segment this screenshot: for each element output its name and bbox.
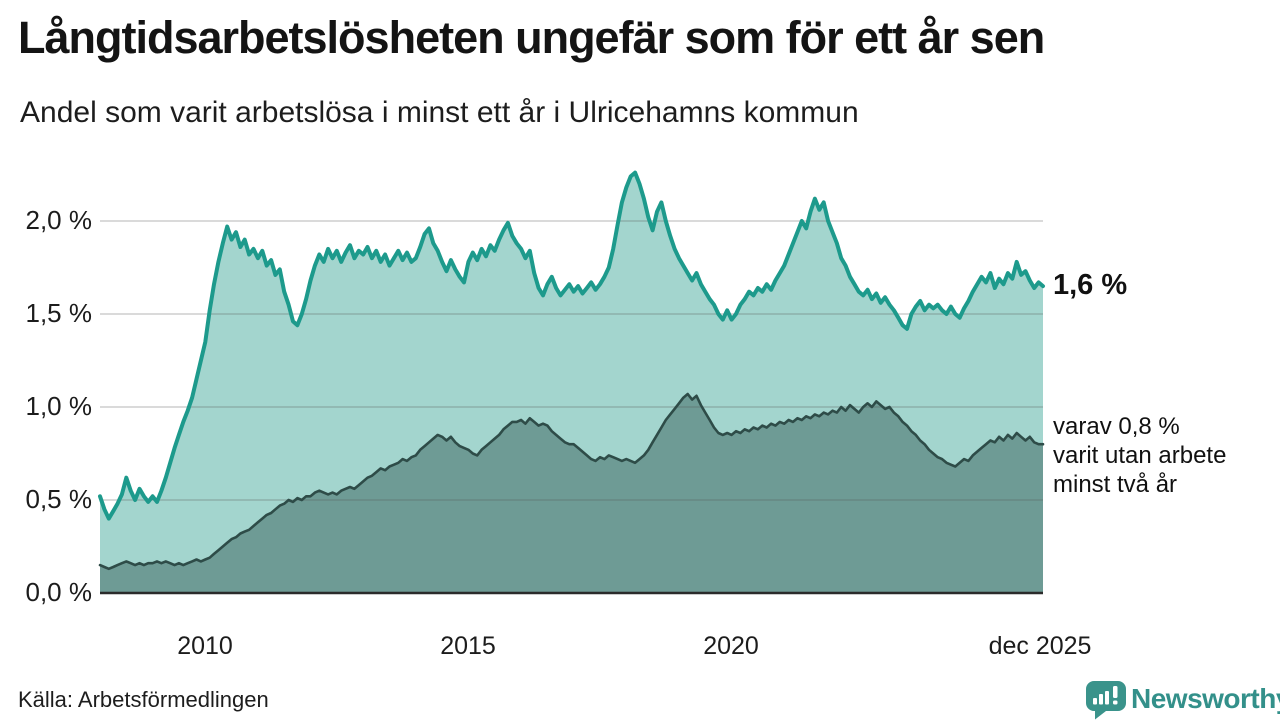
subseries-note-line-2: varit utan arbete bbox=[1053, 442, 1227, 469]
line-series-twoyears bbox=[98, 392, 1045, 571]
y-tick-label-2-0: 2,0 % bbox=[25, 205, 93, 235]
newsworthy-bubble-icon bbox=[1086, 681, 1126, 720]
latest-value-label: 1,6 % bbox=[1053, 269, 1128, 302]
y-tick-label-0-0: 0,0 % bbox=[25, 577, 93, 607]
x-tick-label-2010: 2010 bbox=[177, 632, 233, 660]
x-tick-label-2020: 2020 bbox=[703, 632, 759, 660]
area-series-twoyears-fill bbox=[100, 394, 1043, 593]
subseries-note: varav 0,8 % varit utan arbete minst två … bbox=[1053, 412, 1277, 499]
y-tick-label-1-5: 1,5 % bbox=[25, 298, 93, 328]
page-subtitle: Andel som varit arbetslösa i minst ett å… bbox=[20, 96, 859, 129]
subseries-note-line-1: varav 0,8 % bbox=[1053, 413, 1180, 440]
y-tick-label-0-5: 0,5 % bbox=[25, 484, 93, 514]
x-tick-label-2015: 2015 bbox=[440, 632, 496, 660]
x-tick-label-dec-2025: dec 2025 bbox=[988, 632, 1092, 660]
y-tick-label-1-0: 1,0 % bbox=[25, 391, 93, 421]
subseries-note-line-3: minst två år bbox=[1053, 471, 1178, 498]
source-credit: Källa: Arbetsförmedlingen bbox=[18, 687, 269, 712]
brand-logo: Newsworthy bbox=[1086, 681, 1280, 720]
line-series-total bbox=[98, 170, 1045, 521]
gridlines bbox=[100, 220, 1043, 501]
brand-wordmark: Newsworthy bbox=[1131, 683, 1280, 714]
page-title: Långtidsarbetslösheten ungefär som för e… bbox=[18, 12, 1045, 63]
